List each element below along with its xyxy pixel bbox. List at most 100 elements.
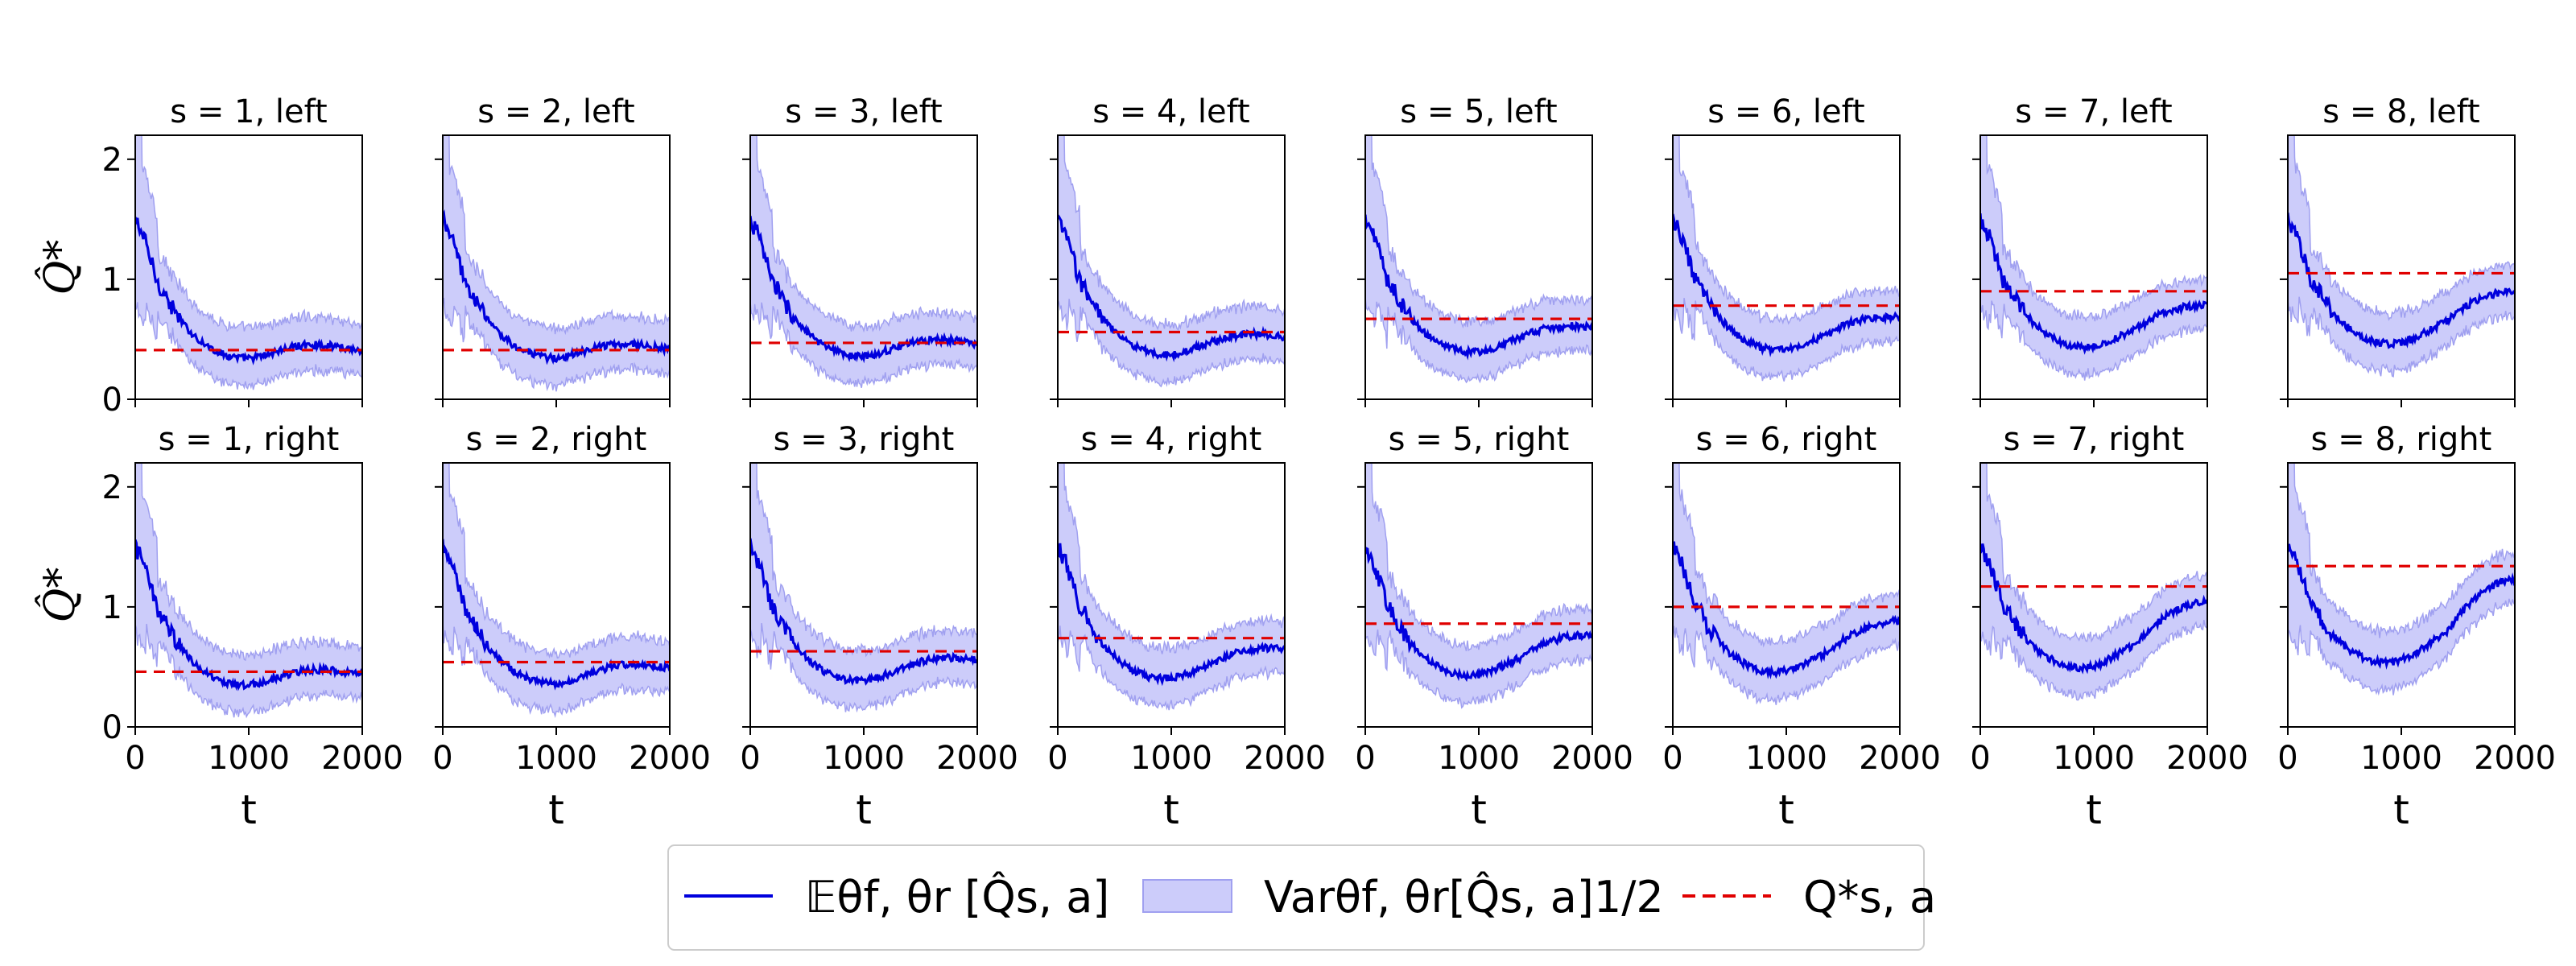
x-tick-label: 0 (1662, 740, 1682, 777)
panel-2: s = 2, left (435, 93, 671, 407)
panel-title: s = 4, left (1092, 93, 1249, 130)
variance-band (2288, 135, 2515, 378)
variance-band (1058, 463, 1285, 711)
y-tick-label: 2 (102, 469, 122, 506)
mean-line (1365, 547, 1592, 683)
panel-1: s = 1, left 0 1 2 Q̂* (35, 93, 363, 419)
panel-8: s = 8, left (2280, 93, 2516, 407)
x-tick-label: 1000 (823, 740, 905, 777)
x-tick-label: 2000 (2166, 740, 2248, 777)
panel-16: s = 8, right 0 1000 2000 t (2277, 421, 2556, 833)
panel-7: s = 7, left (1972, 93, 2208, 407)
mean-line (1673, 541, 1900, 680)
variance-band (750, 135, 977, 389)
x-tick-label: 0 (432, 740, 452, 777)
legend-mean-label: 𝔼θf, θr [Q̂s, a] (805, 872, 1109, 923)
variance-band (135, 135, 362, 390)
x-axis-label: t (2086, 786, 2102, 833)
panel-title: s = 6, right (1696, 421, 1877, 458)
variance-band (443, 463, 670, 719)
panel-14: s = 6, right 0 1000 2000 t (1662, 421, 1941, 833)
panel-4: s = 4, left (1050, 93, 1286, 407)
x-axis-label: t (856, 786, 872, 833)
y-tick-label: 0 (102, 709, 122, 746)
y-tick-label: 1 (102, 589, 122, 626)
variance-band (1980, 463, 2207, 701)
legend-variance-swatch (1142, 879, 1232, 913)
variance-band (2288, 463, 2515, 696)
x-tick-label: 1000 (1130, 740, 1212, 777)
panel-title: s = 5, left (1400, 93, 1557, 130)
x-tick-label: 0 (1355, 740, 1375, 777)
variance-band (1673, 135, 1900, 382)
panel-13: s = 5, right 0 1000 2000 t (1355, 421, 1633, 833)
y-tick-label: 0 (102, 382, 122, 419)
x-tick-label: 0 (125, 740, 145, 777)
panel-5: s = 5, left (1357, 93, 1593, 407)
panel-title: s = 4, right (1081, 421, 1262, 458)
mean-line (1980, 543, 2207, 675)
x-tick-label: 1000 (2360, 740, 2442, 777)
x-tick-label: 2000 (1551, 740, 1633, 777)
x-tick-label: 0 (2277, 740, 2297, 777)
mean-line (2288, 213, 2515, 349)
panel-3: s = 3, left (742, 93, 978, 407)
x-axis-label: t (1163, 786, 1179, 833)
y-axis-label: Q̂* (35, 568, 85, 623)
mean-line (135, 539, 362, 691)
variance-band (135, 463, 362, 719)
legend-target-label: Q*s, a (1803, 872, 1936, 923)
variance-band (750, 463, 977, 713)
panel-11: s = 3, right 0 1000 2000 t (740, 421, 1018, 833)
x-tick-label: 2000 (321, 740, 403, 777)
legend-frame (667, 844, 1925, 951)
mean-line (443, 539, 670, 691)
mean-line (135, 217, 362, 365)
panel-title: s = 5, right (1389, 421, 1570, 458)
panel-title: s = 2, left (477, 93, 634, 130)
panel-title: s = 1, right (159, 421, 340, 458)
mean-line (750, 538, 977, 687)
mean-line (1365, 214, 1592, 361)
y-tick-label: 2 (102, 142, 122, 179)
x-tick-label: 2000 (2474, 740, 2556, 777)
x-tick-label: 2000 (1244, 740, 1326, 777)
panel-title: s = 7, right (2004, 421, 2185, 458)
x-tick-label: 1000 (208, 740, 290, 777)
x-tick-label: 2000 (629, 740, 711, 777)
x-axis-label: t (2393, 786, 2409, 833)
variance-band (1365, 135, 1592, 384)
panel-6: s = 6, left (1665, 93, 1901, 407)
panel-title: s = 1, left (170, 93, 327, 130)
panel-title: s = 2, right (466, 421, 647, 458)
panel-title: s = 3, left (785, 93, 942, 130)
panel-title: s = 6, left (1707, 93, 1864, 130)
mean-line (750, 215, 977, 364)
x-tick-label: 1000 (2053, 740, 2135, 777)
panel-title: s = 8, right (2311, 421, 2492, 458)
mean-line (1980, 213, 2207, 355)
variance-band (443, 135, 670, 392)
x-axis-label: t (241, 786, 257, 833)
panel-title: s = 3, right (774, 421, 955, 458)
x-tick-label: 0 (740, 740, 760, 777)
panel-12: s = 4, right 0 1000 2000 t (1047, 421, 1326, 833)
x-tick-label: 0 (1970, 740, 1990, 777)
panel-title: s = 8, left (2322, 93, 2479, 130)
variance-band (1673, 463, 1900, 705)
x-tick-label: 1000 (515, 740, 597, 777)
panel-15: s = 7, right 0 1000 2000 t (1970, 421, 2248, 833)
panel-9: s = 1, right 0 1 2 0 1000 2000 t Q̂* (35, 421, 403, 833)
y-tick-label: 1 (102, 262, 122, 299)
mean-line (2288, 543, 2515, 670)
x-tick-label: 0 (1047, 740, 1067, 777)
x-tick-label: 1000 (1745, 740, 1827, 777)
x-axis-label: t (1471, 786, 1487, 833)
x-tick-label: 2000 (1859, 740, 1941, 777)
legend: 𝔼θf, θr [Q̂s, a] Varθf, θr[Q̂s, a]1/2 Q*… (667, 844, 1936, 951)
x-axis-label: t (548, 786, 564, 833)
x-tick-label: 1000 (1438, 740, 1520, 777)
x-axis-label: t (1778, 786, 1794, 833)
panel-grid: s = 1, left 0 1 2 Q̂* s = 2, left s = 3, left s… (35, 93, 2556, 833)
